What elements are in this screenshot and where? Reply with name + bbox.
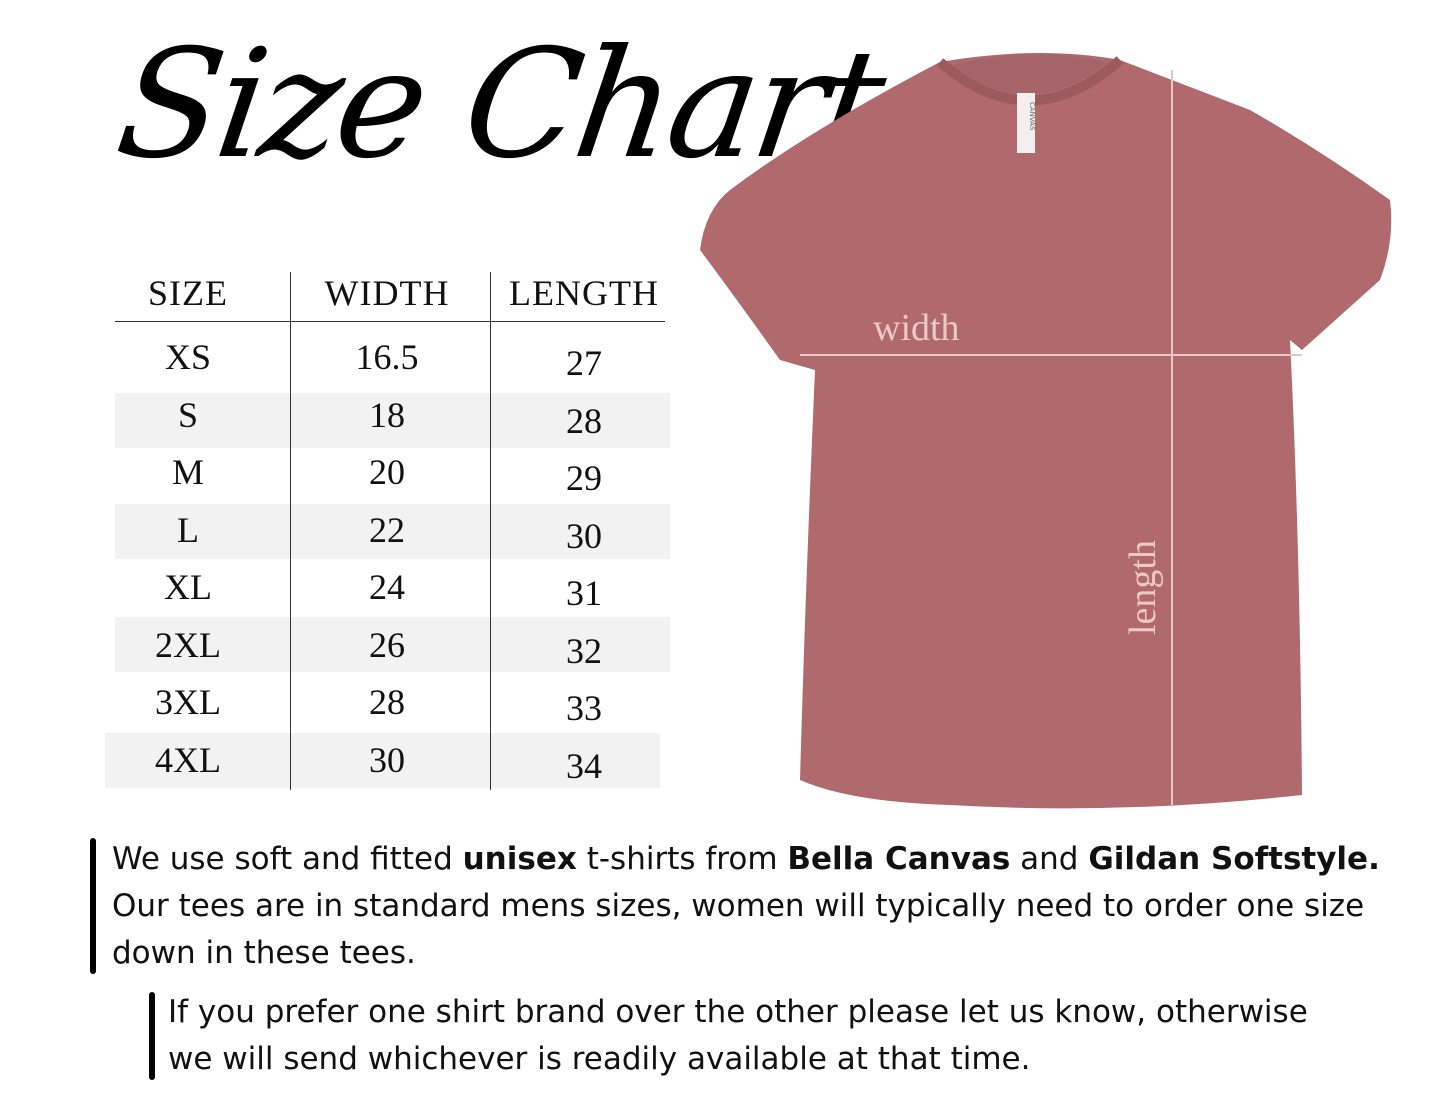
width-label: width — [873, 307, 960, 349]
note-bold: Gildan Softstyle. — [1088, 841, 1380, 877]
cell-width: 16.5 — [355, 337, 419, 377]
cell-size: 3XL — [155, 682, 221, 722]
note-text: we will send whichever is readily availa… — [168, 1041, 1031, 1077]
note-bold: unisex — [462, 841, 577, 877]
cell-length: 28 — [566, 400, 602, 441]
column-divider — [290, 272, 291, 790]
note-text: t-shirts from — [576, 841, 788, 877]
row-shade — [115, 393, 670, 448]
quote-bar — [149, 992, 155, 1080]
header-divider — [115, 321, 665, 322]
cell-length: 29 — [566, 458, 602, 498]
cell-length: 32 — [566, 630, 602, 671]
cell-width: 24 — [369, 567, 405, 607]
note-text: down in these tees. — [112, 935, 416, 971]
cell-length: 34 — [566, 745, 602, 786]
neck-tag — [1017, 93, 1035, 153]
cell-width: 20 — [369, 452, 405, 492]
cell-size: S — [177, 394, 199, 435]
cell-width: 30 — [369, 739, 405, 780]
note-text: We use soft and fitted — [112, 841, 463, 877]
column-divider — [490, 272, 491, 790]
row-shade — [115, 617, 670, 672]
cell-length: 27 — [566, 343, 602, 383]
cell-width: 28 — [369, 682, 405, 722]
tshirt-image: CANVAS width length — [700, 52, 1392, 809]
note-text: If you prefer one shirt brand over the o… — [168, 994, 1308, 1030]
note-text: Our tees are in standard mens sizes, wom… — [112, 888, 1365, 924]
cell-length: 30 — [566, 515, 602, 556]
quote-bar — [90, 838, 96, 974]
cell-size: XS — [164, 337, 212, 377]
neck-inside — [952, 54, 1108, 95]
tag-text: CANVAS — [1028, 102, 1036, 131]
cell-size: XL — [164, 567, 212, 607]
note-paragraph-2: If you prefer one shirt brand over the o… — [168, 989, 1308, 1083]
cell-size: L — [177, 509, 199, 550]
size-table: SIZE WIDTH LENGTH XS 16.5 27 S 18 28 M 20 29 L 22 3… — [100, 260, 680, 800]
header-length: LENGTH — [509, 273, 659, 313]
tshirt-body — [700, 52, 1392, 809]
header-width: WIDTH — [324, 273, 450, 313]
cell-width: 18 — [369, 394, 405, 435]
cell-length: 33 — [566, 688, 602, 728]
cell-width: 26 — [369, 624, 405, 665]
cell-size: 2XL — [155, 624, 221, 665]
note-bold: Bella Canvas — [787, 841, 1011, 877]
cell-size: M — [171, 452, 205, 492]
row-shade — [105, 733, 660, 788]
cell-size: 4XL — [155, 739, 221, 780]
length-label: length — [1122, 540, 1164, 635]
note-text: and — [1010, 841, 1089, 877]
header-size: SIZE — [148, 273, 228, 313]
cell-width: 22 — [369, 509, 405, 550]
note-paragraph-1: We use soft and fitted unisex t-shirts f… — [112, 836, 1380, 977]
row-shade — [115, 504, 670, 559]
cell-length: 31 — [566, 573, 602, 613]
